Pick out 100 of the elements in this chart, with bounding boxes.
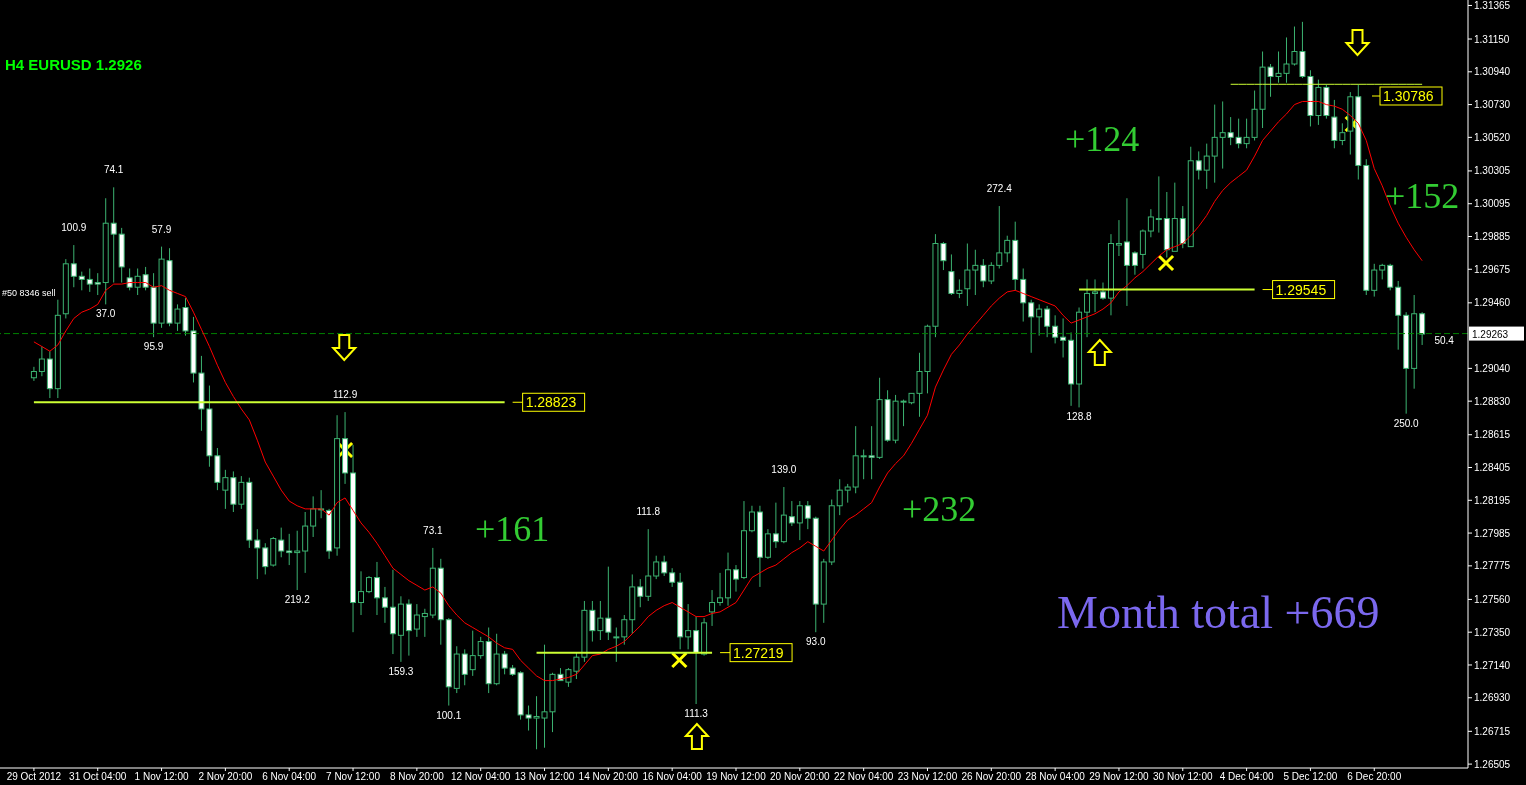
text: 128.8 — [1066, 411, 1092, 423]
text: 111.3 — [684, 708, 708, 719]
candlestick — [286, 533, 293, 566]
candlestick — [469, 630, 476, 677]
y-tick-label: 1.28405 — [1474, 462, 1511, 474]
text: H4 EURUSD 1.2926 — [5, 56, 142, 73]
y-tick-label: 1.29040 — [1474, 362, 1511, 374]
x-tick-label: 29 Oct 2012 — [6, 771, 62, 783]
candlestick — [94, 272, 101, 296]
x-tick-label: 6 Dec 20:00 — [1347, 771, 1402, 783]
candlestick — [1419, 311, 1426, 346]
annotation: +152 — [1385, 176, 1460, 216]
x-tick-label: 8 Nov 20:00 — [389, 771, 445, 783]
candlestick — [996, 205, 1003, 269]
x-tick-label: 2 Nov 20:00 — [198, 771, 253, 783]
candlestick — [461, 648, 468, 686]
y-tick-label: 1.26505 — [1474, 758, 1511, 770]
y-tick-label: 1.26930 — [1474, 692, 1511, 704]
data-label: 1.29545 — [1275, 281, 1327, 298]
candlestick — [669, 567, 676, 588]
candlestick — [1155, 175, 1162, 234]
candlestick — [1044, 305, 1051, 338]
candlestick — [1139, 228, 1146, 269]
x-tick-label: 6 Nov 04:00 — [262, 771, 317, 783]
candlestick — [86, 267, 93, 293]
y-tick-label: 1.30940 — [1474, 66, 1511, 78]
y-tick-label: 1.28195 — [1474, 494, 1511, 506]
y-tick-label: 1.30095 — [1474, 198, 1511, 210]
text: 219.2 — [284, 594, 310, 606]
y-tick-label: 1.30520 — [1474, 131, 1511, 143]
text: 159.3 — [388, 665, 414, 677]
candlestick — [980, 258, 987, 288]
annotation: +124 — [1065, 119, 1140, 159]
candlestick — [788, 500, 795, 527]
candlestick — [1036, 303, 1043, 337]
candlestick — [1052, 314, 1059, 344]
data-label: 1.28823 — [525, 394, 577, 411]
y-tick-label: 1.27140 — [1474, 659, 1511, 671]
candlestick — [1195, 150, 1202, 181]
candlestick — [1131, 250, 1138, 276]
candlestick — [38, 346, 45, 377]
candlestick — [661, 555, 668, 577]
candlestick — [373, 561, 380, 616]
annotation: 1.30786 — [1383, 88, 1434, 104]
candlestick — [764, 528, 771, 560]
y-tick-label: 1.27350 — [1474, 626, 1511, 638]
candlestick — [421, 608, 428, 638]
text: 95.9 — [143, 341, 164, 353]
y-tick-label: 1.27775 — [1474, 560, 1511, 572]
candlestick — [772, 502, 779, 549]
candlestick — [413, 603, 420, 638]
candlestick — [804, 500, 811, 530]
x-tick-label: 20 Nov 20:00 — [770, 771, 830, 783]
candlestick — [693, 616, 700, 705]
annotation: +161 — [475, 509, 550, 549]
y-tick-label: 1.31150 — [1474, 33, 1510, 45]
candlestick — [717, 572, 724, 607]
candlestick — [637, 578, 644, 608]
y-tick-label: 1.28830 — [1474, 395, 1511, 407]
annotation: Month total +669 — [1057, 587, 1380, 638]
candlestick — [1387, 263, 1394, 291]
y-tick-label: 1.30730 — [1474, 99, 1511, 111]
x-tick-label: 31 Oct 04:00 — [69, 771, 127, 783]
candlestick — [1123, 197, 1130, 307]
candlestick — [254, 528, 261, 580]
text: 250.0 — [1393, 417, 1419, 429]
x-tick-label: 22 Nov 04:00 — [833, 771, 894, 783]
candlestick — [988, 261, 995, 285]
text: 139.0 — [771, 464, 797, 476]
text: 37.0 — [95, 308, 116, 320]
candlestick — [1203, 143, 1210, 190]
candlestick — [836, 478, 843, 516]
y-tick-label: 1.27560 — [1474, 593, 1511, 605]
x-tick-label: 23 Nov 12:00 — [897, 771, 958, 783]
candlestick — [613, 627, 620, 663]
data-label: 1.27219 — [733, 644, 784, 661]
x-tick-label: 1 Nov 12:00 — [134, 771, 189, 783]
y-tick-label: 1.29675 — [1474, 263, 1511, 275]
candlestick — [709, 589, 716, 627]
candlestick — [1020, 267, 1027, 323]
candlestick — [262, 542, 269, 575]
text: 73.1 — [423, 524, 443, 536]
x-tick-label: 5 Dec 12:00 — [1283, 771, 1338, 783]
candlestick — [733, 564, 739, 593]
candlestick — [358, 570, 365, 616]
text: 112.9 — [332, 389, 358, 401]
candlestick — [477, 636, 484, 660]
candlestick — [381, 586, 388, 624]
y-tick-label: 1.31365 — [1474, 0, 1511, 12]
ref-line-label: 1.29263 — [1472, 328, 1509, 340]
candlestick — [685, 603, 692, 650]
y-tick-label: 1.30305 — [1474, 165, 1511, 177]
x-tick-label: 28 Nov 04:00 — [1025, 771, 1086, 783]
candlestick — [1060, 317, 1067, 358]
text: 111.8 — [636, 506, 661, 518]
text: 100.1 — [436, 709, 462, 721]
candlestick — [1115, 219, 1122, 257]
text: 100.9 — [61, 222, 87, 234]
candlestick — [621, 614, 628, 646]
x-tick-label: 12 Nov 04:00 — [450, 771, 511, 783]
